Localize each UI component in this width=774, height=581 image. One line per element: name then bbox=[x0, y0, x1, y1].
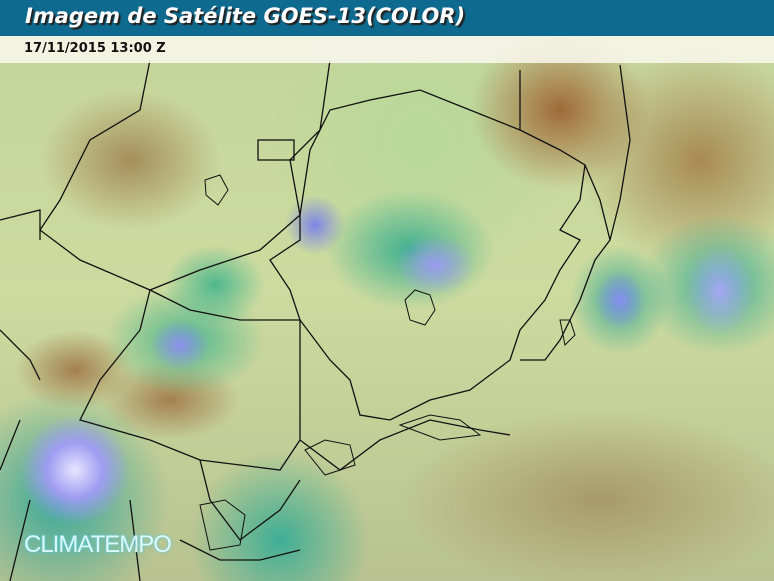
page-title: Imagem de Satélite GOES-13(COLOR) bbox=[25, 4, 466, 28]
border-west bbox=[0, 209, 141, 581]
border-minas-gerais bbox=[269, 89, 586, 421]
border-goias bbox=[39, 59, 331, 291]
timestamp: 17/11/2015 13:00 Z bbox=[24, 41, 166, 56]
border-bahia bbox=[519, 64, 631, 241]
border-parana bbox=[199, 459, 301, 541]
municipality-clusters bbox=[199, 174, 576, 551]
date-bar bbox=[0, 36, 774, 63]
border-sp-coast bbox=[299, 419, 511, 471]
title-bar: Imagem de Satélite GOES-13(COLOR) bbox=[0, 0, 774, 36]
climatempo-logo: CLIMATEMPO bbox=[24, 531, 172, 558]
border-espirito-santo bbox=[520, 164, 611, 361]
border-ms bbox=[79, 289, 301, 471]
border-sc-south bbox=[179, 539, 301, 561]
border-df bbox=[257, 139, 295, 161]
